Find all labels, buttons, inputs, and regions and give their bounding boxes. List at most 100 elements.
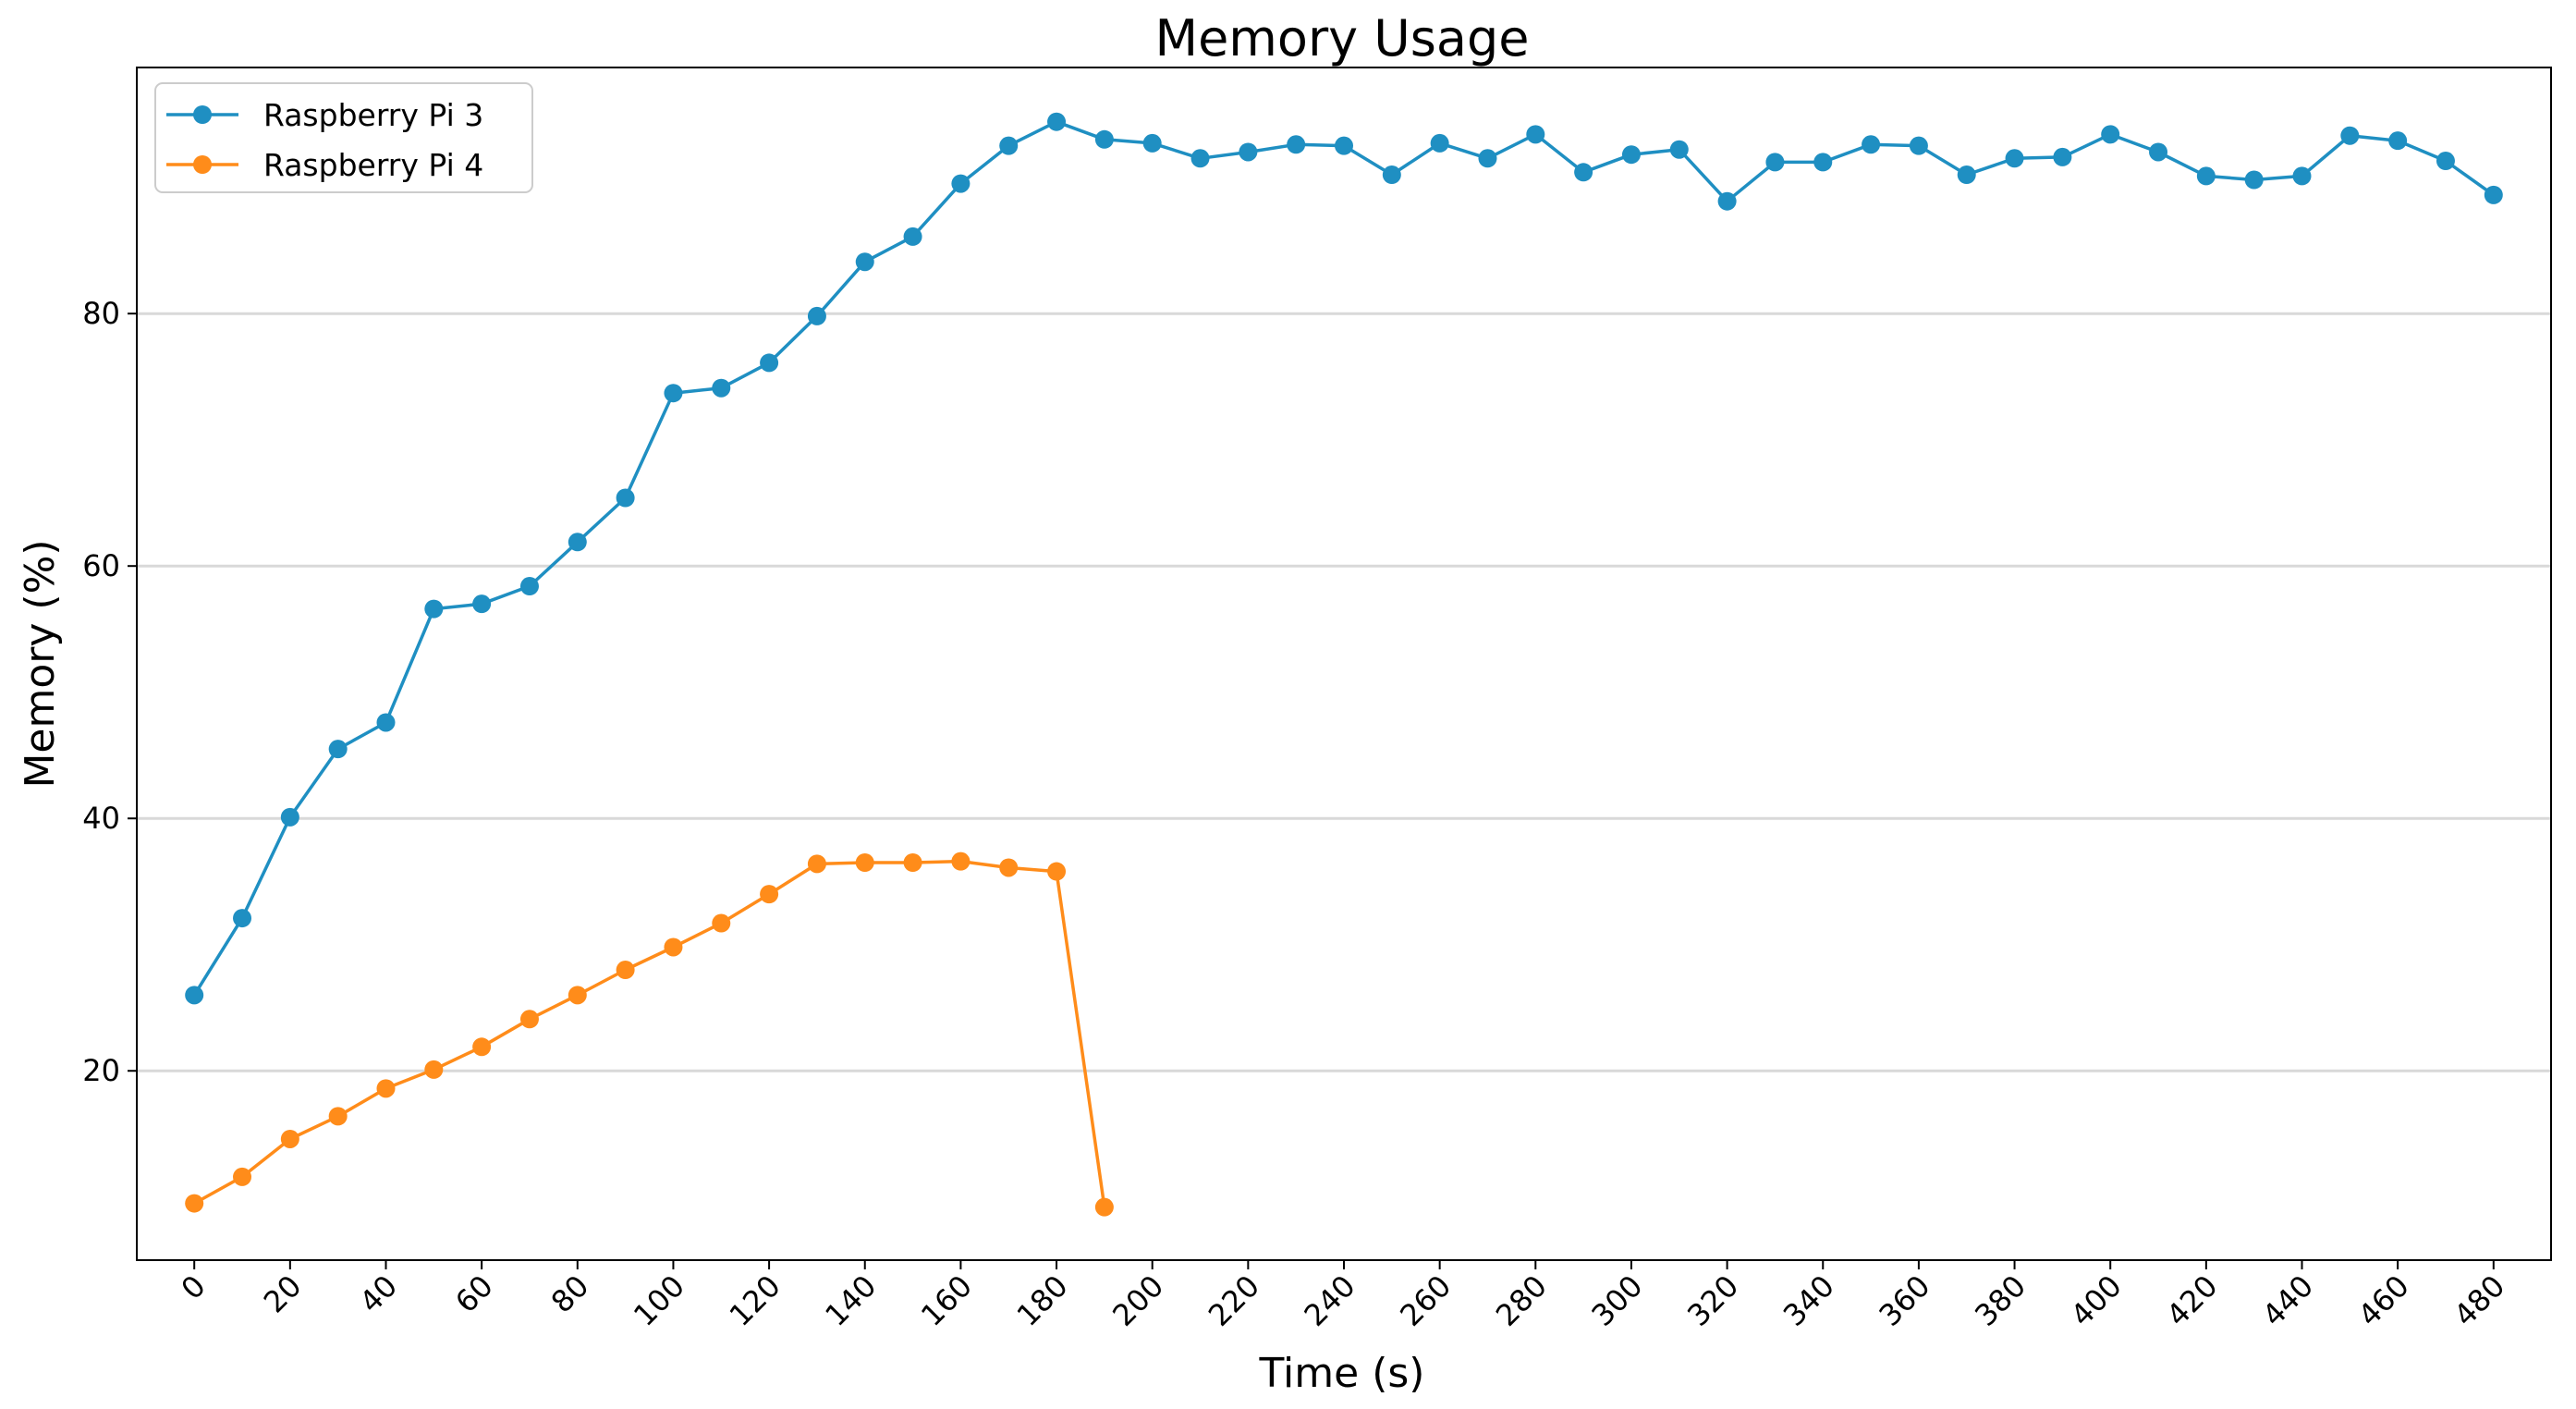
data-point [903, 227, 922, 246]
data-point [1094, 1197, 1114, 1217]
plot-frame [136, 67, 2552, 1261]
x-tick-label: 420 [2159, 1268, 2224, 1333]
data-point [1765, 153, 1785, 172]
data-point [376, 713, 396, 732]
data-point [1717, 191, 1737, 211]
x-tick-label: 100 [627, 1268, 691, 1333]
data-point [951, 852, 971, 871]
y-tick-label: 80 [82, 296, 120, 331]
data-point [616, 961, 635, 980]
data-point [1478, 149, 1497, 168]
data-point [1526, 125, 1545, 144]
data-point [1862, 135, 1881, 154]
data-point [807, 306, 826, 325]
data-point [1430, 133, 1449, 153]
y-tick-label: 40 [82, 801, 120, 836]
data-point [664, 937, 683, 957]
y-tick-label: 60 [82, 548, 120, 583]
legend-marker [193, 105, 212, 124]
x-tick-label: 60 [448, 1268, 500, 1320]
data-point [1287, 135, 1306, 154]
data-point [1047, 112, 1067, 131]
x-tick-label: 260 [1393, 1268, 1458, 1333]
chart-title: Memory Usage [1154, 9, 1529, 67]
x-tick-label: 240 [1298, 1268, 1362, 1333]
data-point [1813, 153, 1833, 172]
data-point [2484, 185, 2503, 204]
x-tick-label: 20 [257, 1268, 309, 1320]
x-tick-label: 320 [1680, 1268, 1745, 1333]
data-point [2101, 125, 2120, 144]
x-tick-label: 200 [1105, 1268, 1170, 1333]
legend-label: Raspberry Pi 3 [263, 97, 483, 133]
data-point [2005, 149, 2024, 168]
data-point [2436, 152, 2455, 171]
data-point [712, 378, 731, 398]
data-point [664, 384, 683, 403]
x-tick-label: 460 [2351, 1268, 2416, 1333]
x-tick-label: 40 [352, 1268, 404, 1320]
data-point [280, 807, 299, 827]
legend-entry: Raspberry Pi 3 [166, 97, 483, 133]
data-point [2053, 147, 2072, 166]
legend-marker [193, 155, 212, 174]
x-tick-label: 480 [2447, 1268, 2511, 1333]
series-2 [185, 852, 1114, 1217]
data-point [2149, 142, 2168, 162]
data-point [376, 1079, 396, 1098]
data-point [760, 353, 779, 373]
data-point [999, 858, 1019, 877]
data-point [1382, 165, 1401, 185]
data-point [951, 174, 971, 193]
data-point [712, 913, 731, 933]
data-point [185, 986, 204, 1005]
data-point [328, 1107, 348, 1126]
data-point [1239, 142, 1258, 162]
data-point [185, 1194, 204, 1213]
x-tick-label: 380 [1968, 1268, 2033, 1333]
x-tick-label: 140 [818, 1268, 883, 1333]
series-layer [185, 112, 2503, 1217]
data-point [807, 854, 826, 874]
data-point [472, 594, 492, 614]
data-point [424, 1060, 444, 1079]
x-tick-label: 400 [2064, 1268, 2129, 1333]
x-tick-label: 80 [544, 1268, 596, 1320]
data-point [2388, 131, 2408, 151]
series-line [192, 119, 2495, 997]
data-point [2196, 166, 2216, 186]
x-tick-label: 120 [723, 1268, 787, 1333]
data-point [519, 577, 539, 596]
data-point [2244, 170, 2264, 190]
data-point [280, 1129, 299, 1148]
series-1 [185, 112, 2503, 1005]
data-point [1574, 163, 1593, 182]
legend-entries: Raspberry Pi 3 Raspberry Pi 4 [166, 97, 483, 183]
data-point [568, 533, 587, 552]
x-axis-label: Time (s) [1259, 1350, 1425, 1397]
data-point [472, 1037, 492, 1057]
x-axis-ticks: 0 20 40 60 80 100 120 140 160 180 200 220 240 260 280 3… [175, 1260, 2511, 1333]
x-tick-label: 0 [175, 1268, 213, 1306]
data-point [1669, 140, 1689, 159]
data-point [328, 740, 348, 759]
x-tick-label: 340 [1776, 1268, 1841, 1333]
data-point [2292, 166, 2312, 186]
legend-entry: Raspberry Pi 4 [166, 147, 483, 183]
grid-lines [137, 312, 2551, 1072]
y-axis-ticks: 20 40 60 80 [82, 296, 137, 1088]
data-point [999, 136, 1019, 155]
data-point [2340, 126, 2360, 145]
legend-box [154, 82, 533, 193]
y-axis-label: Memory (%) [17, 539, 64, 788]
data-point [1047, 862, 1067, 881]
data-point [1142, 133, 1162, 153]
legend: Raspberry Pi 3 Raspberry Pi 4 [154, 82, 533, 193]
data-point [519, 1010, 539, 1029]
data-point [1190, 149, 1210, 168]
data-point [760, 885, 779, 904]
legend-label: Raspberry Pi 4 [263, 147, 483, 183]
series-line [193, 859, 1106, 1207]
